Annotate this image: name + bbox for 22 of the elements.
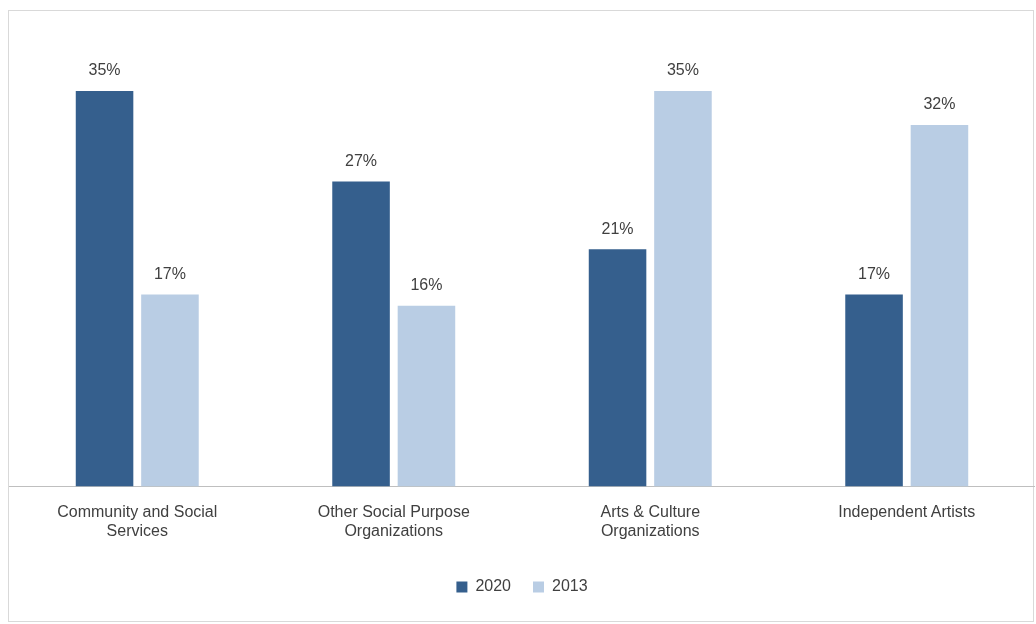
bar — [588, 249, 647, 487]
data-label: 17% — [858, 264, 891, 282]
data-label: 32% — [923, 95, 956, 113]
data-label: 16% — [410, 276, 443, 294]
bar — [397, 305, 456, 487]
bar — [845, 294, 903, 487]
bar — [332, 181, 390, 487]
x-tick-label: Other Social Purpose Organizations — [317, 502, 470, 539]
bar — [75, 91, 134, 487]
data-label: 35% — [88, 61, 121, 79]
data-label: 17% — [153, 264, 186, 282]
x-tick-label: Community and Social Services — [57, 502, 218, 539]
x-tick-label: Independent Artists — [838, 502, 976, 520]
data-label: 27% — [345, 151, 378, 169]
legend-label: 2013 — [552, 577, 588, 595]
bar — [910, 124, 969, 487]
bar — [654, 91, 712, 487]
data-label: 21% — [601, 219, 634, 237]
x-tick-label: Arts & Culture Organizations — [600, 502, 701, 539]
data-label: 35% — [666, 61, 699, 79]
legend-label: 2020 — [475, 577, 512, 595]
bar — [141, 294, 199, 487]
